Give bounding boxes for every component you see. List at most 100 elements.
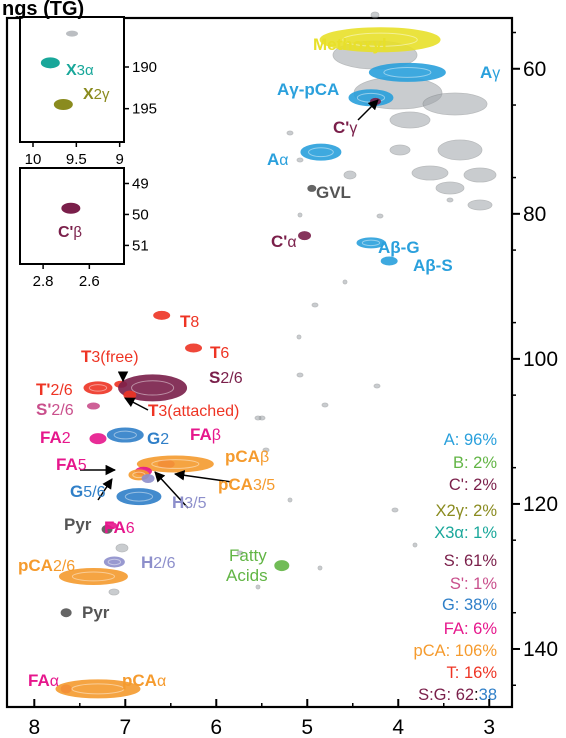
label-main: C' [271, 232, 287, 251]
cross-peak-fatty-acids [274, 560, 290, 572]
cross-peak-methoxyl [319, 27, 441, 53]
sg-g: 38 [479, 686, 497, 704]
inset-x-tick-label: 9 [115, 151, 123, 168]
label-t3-attached: T3(attached) [148, 401, 239, 420]
label-main: C' [58, 224, 73, 241]
label-pyr: Pyr [82, 603, 110, 622]
label-t-2-6: T'2/6 [36, 380, 73, 399]
unassigned-contour [373, 383, 381, 389]
unassigned-contour [296, 372, 304, 378]
summary-colon: : [464, 454, 473, 472]
label-methoxyl: Methoxyl [313, 35, 387, 54]
inset-y-tick-label: 49 [132, 175, 149, 192]
label-pca3-5: pCA3/5 [218, 475, 275, 494]
unassigned-contour [254, 415, 262, 421]
label-sub: γ [492, 65, 500, 82]
label-main: X [83, 86, 94, 103]
unassigned-contour [297, 212, 303, 218]
summary-label: C' [449, 476, 464, 494]
y-tick-label: 100 [523, 348, 558, 371]
unassigned-contour [236, 550, 244, 556]
cross-peak-a [300, 143, 342, 161]
inset-y-tick-label: 195 [132, 101, 157, 118]
label-sub: 3(attached) [158, 403, 239, 420]
label-sub: 6 [220, 345, 229, 362]
unassigned-contour [437, 139, 483, 161]
label-fa6: FA6 [104, 518, 135, 537]
label-sub: 3/5 [184, 495, 206, 512]
label-sub: α [279, 152, 288, 169]
label-sub: α [287, 234, 296, 251]
summary-colon: : [464, 476, 473, 494]
summary-colon: : [455, 552, 464, 570]
x-tick-label: 8 [28, 716, 40, 738]
label-sub: 2γ [94, 86, 110, 103]
label-sub: β [260, 449, 269, 466]
inset-x-tick-label: 9.5 [66, 151, 87, 168]
cross-peak-pca2-6-inner-contour [71, 571, 116, 582]
inset-y-tick-label: 50 [132, 206, 149, 223]
y-tick-label: 140 [523, 638, 558, 661]
summary-value: 2% [473, 454, 497, 472]
unassigned-contour [422, 92, 488, 116]
inset-peak-x2 [53, 99, 73, 110]
annotation-arrow [124, 397, 149, 411]
inset-x-tick-label: 2.8 [33, 273, 54, 290]
summary-label: FA [444, 620, 464, 638]
unassigned-contour [287, 497, 293, 503]
inset-frame [19, 16, 125, 143]
summary-fa: FA: 6% [444, 620, 498, 638]
label-main: S' [36, 400, 51, 419]
label-sub: 8 [190, 314, 199, 331]
label-main: FA [28, 671, 50, 690]
label-sub: 3/5 [253, 477, 275, 494]
unassigned-contour [370, 11, 380, 19]
annotation-arrow [97, 478, 113, 501]
unassigned-contour [391, 507, 399, 513]
label-c: C'α [271, 232, 297, 251]
inset-y-tick-label: 190 [132, 59, 157, 76]
unassigned-contour [321, 402, 329, 408]
summary-colon: : [464, 524, 473, 542]
unassigned-contour [342, 279, 348, 285]
summary-colon: : [464, 620, 473, 638]
inset-frame [19, 167, 125, 265]
y-tick-label: 80 [523, 203, 546, 226]
label-c: C'β [58, 224, 82, 241]
summary-g: G: 38% [442, 596, 497, 614]
label-t6: T6 [210, 343, 229, 362]
summary-c: C': 2% [449, 476, 497, 494]
x-tick-label: 4 [392, 716, 404, 738]
label-sub: 2/6 [53, 558, 75, 575]
plot-frame: 8 7 6 5 4 3 60 80 100 120 140 [5, 16, 558, 738]
label-main: C' [333, 118, 349, 137]
label-acids: Acids [226, 566, 268, 585]
label-main: H [141, 553, 153, 572]
label-a-s: Aβ-S [413, 256, 453, 275]
unassigned-contour [296, 334, 302, 340]
inset-peak-x3 [40, 57, 60, 69]
label-sub: 2/6 [51, 402, 73, 419]
label-sub: 2/6 [153, 555, 175, 572]
label-sub: 2/6 [220, 370, 242, 387]
unassigned-contour [463, 167, 497, 183]
cross-peak-t-2-6-inner-contour [88, 384, 108, 392]
label-fa: FAβ [190, 425, 221, 444]
annotation-arrows [80, 99, 379, 509]
summary-label: pCA [414, 642, 446, 660]
label-main: G [147, 429, 160, 448]
summary-label: X3α [434, 524, 464, 542]
inset-y-tick-label: 51 [132, 237, 149, 254]
unassigned-contour [411, 165, 449, 181]
inset-x-tick-label: 10 [25, 151, 42, 168]
cross-peak-fa2 [89, 433, 107, 445]
unassigned-contour [115, 543, 129, 553]
cross-peak-h2-6 [103, 556, 125, 568]
cross-peak-pyr [60, 608, 72, 618]
cross-peak-pca-inner-contour [151, 459, 200, 469]
label-t8: T8 [180, 312, 199, 331]
y-tick-label: 120 [523, 493, 558, 516]
unassigned-contour [412, 542, 418, 548]
